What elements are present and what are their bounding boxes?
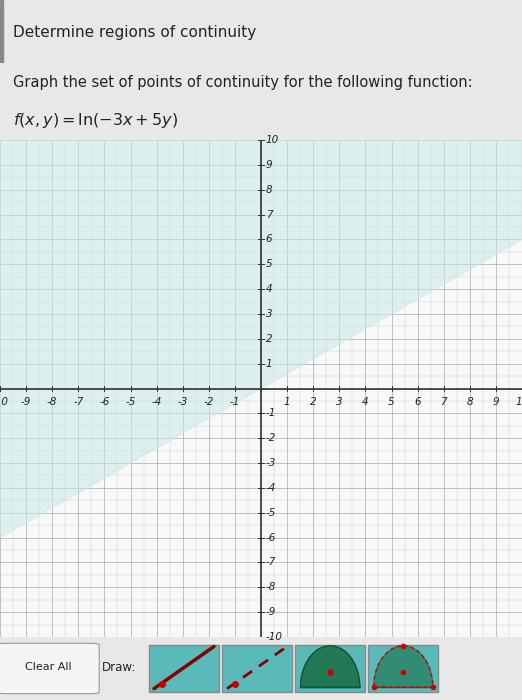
Text: 6: 6 [266, 234, 272, 244]
Text: 7: 7 [441, 397, 447, 407]
Bar [368, 645, 438, 692]
Polygon shape [374, 646, 433, 687]
Text: -2: -2 [266, 433, 276, 443]
Text: -7: -7 [266, 557, 276, 568]
Text: 10: 10 [515, 397, 522, 407]
Text: 2: 2 [310, 397, 316, 407]
Text: 2: 2 [266, 334, 272, 344]
Text: -6: -6 [266, 533, 276, 542]
Text: 9: 9 [493, 397, 499, 407]
Text: 5: 5 [388, 397, 395, 407]
Text: -10: -10 [266, 632, 283, 642]
Text: -5: -5 [266, 508, 276, 518]
Text: -3: -3 [177, 397, 188, 407]
Bar [149, 645, 219, 692]
Bar [222, 645, 292, 692]
Text: 8: 8 [266, 185, 272, 195]
Polygon shape [301, 646, 360, 687]
Text: 7: 7 [266, 209, 272, 220]
Text: -6: -6 [99, 397, 110, 407]
FancyBboxPatch shape [0, 643, 99, 694]
Text: -9: -9 [21, 397, 31, 407]
Text: 1: 1 [284, 397, 290, 407]
Text: 1: 1 [266, 358, 272, 369]
Text: 9: 9 [266, 160, 272, 170]
Text: -8: -8 [47, 397, 57, 407]
Bar [295, 645, 365, 692]
Text: 8: 8 [467, 397, 473, 407]
Text: -1: -1 [266, 408, 276, 419]
Text: Draw:: Draw: [102, 661, 136, 673]
Text: 10: 10 [266, 135, 279, 145]
Text: $f(x, y) = \ln(-3x + 5y)$: $f(x, y) = \ln(-3x + 5y)$ [13, 111, 178, 130]
Text: Determine regions of continuity: Determine regions of continuity [13, 25, 256, 41]
Text: -10: -10 [0, 397, 8, 407]
Text: 4: 4 [362, 397, 369, 407]
Text: 3: 3 [336, 397, 342, 407]
Text: Graph the set of points of continuity for the following function:: Graph the set of points of continuity fo… [13, 74, 473, 90]
Text: 5: 5 [266, 259, 272, 270]
Text: 6: 6 [414, 397, 421, 407]
Text: 3: 3 [266, 309, 272, 319]
Text: -4: -4 [151, 397, 162, 407]
Text: -3: -3 [266, 458, 276, 468]
Text: -8: -8 [266, 582, 276, 592]
Bar [0, 0, 3, 63]
Text: -9: -9 [266, 607, 276, 617]
Text: -7: -7 [73, 397, 84, 407]
Text: -5: -5 [125, 397, 136, 407]
Text: 4: 4 [266, 284, 272, 294]
Text: -1: -1 [230, 397, 240, 407]
Text: -2: -2 [204, 397, 214, 407]
Text: Clear All: Clear All [25, 662, 72, 672]
Text: -4: -4 [266, 483, 276, 493]
